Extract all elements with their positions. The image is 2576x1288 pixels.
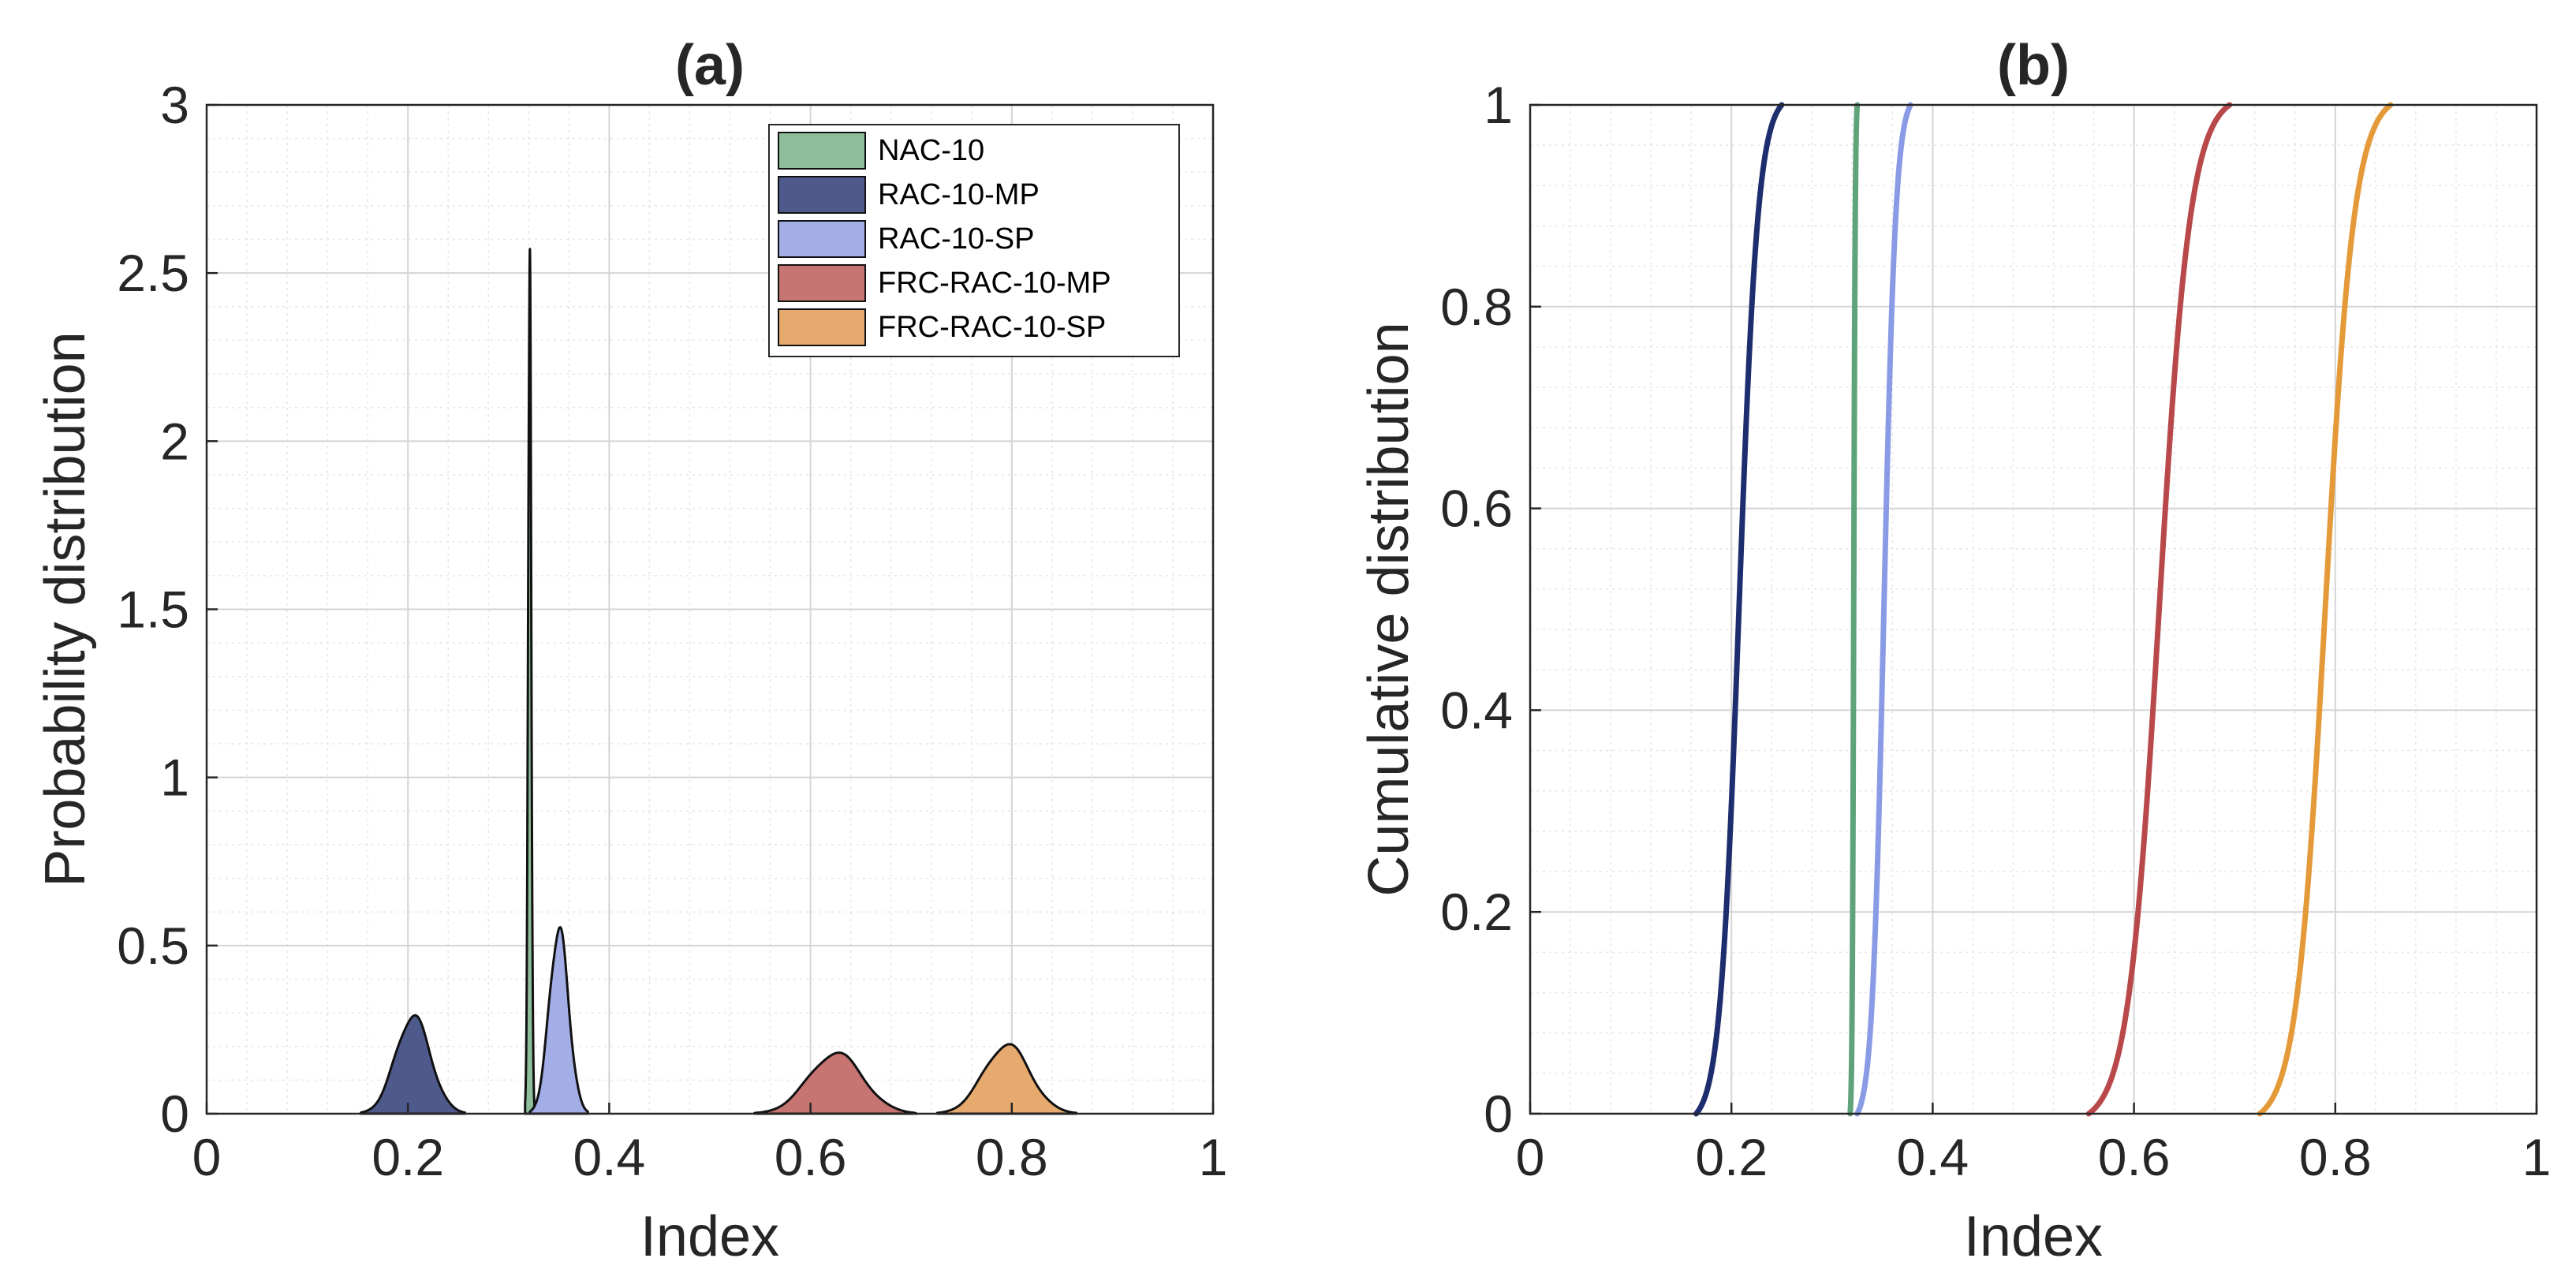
cdf-line-nac-10 (1847, 102, 1861, 1117)
pdf-area-frc-rac-10-mp (753, 1051, 918, 1115)
y-tick-label: 2.5 (117, 244, 189, 302)
y-tick-label: 0 (1484, 1085, 1513, 1143)
x-tick-label: 0.4 (1897, 1128, 1969, 1186)
legend-label: RAC-10-SP (878, 222, 1035, 256)
pdf-area-rac-10-mp (360, 1014, 467, 1115)
cdf-line-frc-rac-10-mp (2085, 102, 2233, 1117)
legend-swatch (778, 308, 866, 346)
y-tick-label: 0 (160, 1085, 189, 1143)
y-tick-label: 1 (1484, 76, 1513, 134)
chart-title: (a) (675, 34, 745, 97)
pdf-area-frc-rac-10-sp (935, 1043, 1077, 1115)
y-tick-label: 1.5 (117, 581, 189, 639)
cdf-line-frc-rac-10-sp (2257, 102, 2394, 1117)
x-tick-label: 0 (1516, 1128, 1545, 1186)
y-tick-label: 0.4 (1440, 681, 1513, 739)
y-tick-label: 0.8 (1440, 278, 1513, 336)
legend-swatch (778, 220, 866, 258)
x-tick-label: 0.8 (976, 1128, 1048, 1186)
legend-label: NAC-10 (878, 134, 984, 167)
x-tick-label: 0.2 (371, 1128, 444, 1186)
series-group (1693, 102, 2394, 1117)
x-tick-label: 0.4 (573, 1128, 646, 1186)
x-tick-label: 0.6 (775, 1128, 847, 1186)
x-tick-label: 0.8 (2299, 1128, 2372, 1186)
panel-a-probability: 0 0.2 0.4 0.6 0.8 1 0 0.5 1 1.5 2 2.5 3 (a) Index Pr… (34, 34, 1227, 1268)
plot-area (1530, 105, 2537, 1114)
pdf-area-rac-10-sp (528, 926, 589, 1115)
y-axis-label: Cumulative distribution (1357, 322, 1421, 896)
legend-swatch (778, 132, 866, 170)
y-tick-label: 0.2 (1440, 883, 1513, 941)
legend-swatch (778, 176, 866, 214)
y-tick-label: 3 (160, 76, 189, 134)
x-tick-label: 1 (2522, 1128, 2552, 1186)
x-tick-label: 0.2 (1695, 1128, 1768, 1186)
x-tick-label: 0.6 (2098, 1128, 2171, 1186)
ticks: 0 0.2 0.4 0.6 0.8 1 0 0.5 1 1.5 2 2.5 3 (117, 76, 1227, 1186)
axes-frame (1529, 103, 2538, 1115)
legend-label: FRC-RAC-10-SP (878, 311, 1106, 344)
cdf-line-rac-10-sp (1854, 102, 1913, 1117)
x-axis-label: Index (1964, 1205, 2103, 1268)
panel-b-cumulative: 0 0.2 0.4 0.6 0.8 1 0 0.2 0.4 0.6 0.8 1 (b) Index C… (1357, 34, 2551, 1268)
y-tick-label: 0.5 (117, 917, 189, 975)
legend-label: FRC-RAC-10-MP (878, 267, 1111, 300)
y-tick-label: 1 (160, 749, 189, 807)
legend-label: RAC-10-MP (878, 178, 1040, 211)
legend-swatch (778, 264, 866, 302)
x-axis-label: Index (640, 1205, 779, 1268)
x-tick-label: 0 (192, 1128, 222, 1186)
series-group (360, 248, 1077, 1115)
y-axis-label: Probability distribution (34, 331, 97, 887)
chart-title: (b) (1997, 34, 2070, 97)
cdf-line-rac-10-mp (1693, 102, 1785, 1117)
ticks: 0 0.2 0.4 0.6 0.8 1 0 0.2 0.4 0.6 0.8 1 (1440, 76, 2551, 1186)
x-tick-label: 1 (1199, 1128, 1228, 1186)
grid (1530, 105, 2537, 1114)
pdf-area-nac-10 (524, 248, 536, 1115)
y-tick-label: 0.6 (1440, 480, 1513, 538)
y-tick-label: 2 (160, 412, 189, 470)
legend: NAC-10 RAC-10-MP RAC-10-SP FRC-RAC-10-MP FRC… (768, 124, 1180, 357)
